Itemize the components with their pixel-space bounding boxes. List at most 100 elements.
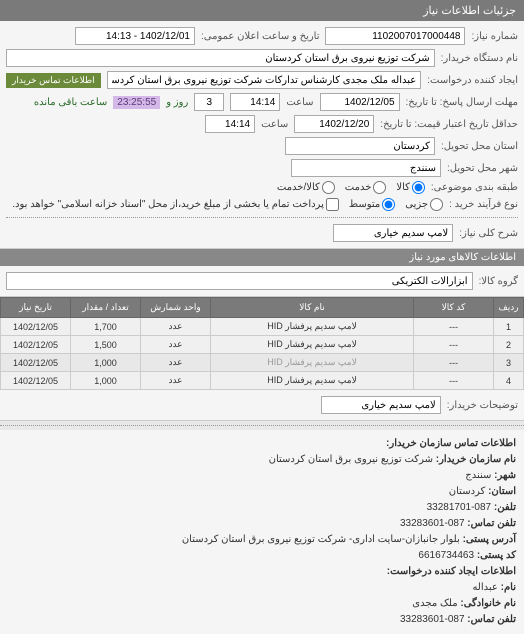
table-cell: 3	[494, 354, 524, 372]
creator-name-label: نام:	[501, 582, 516, 593]
col-row: ردیف	[494, 298, 524, 318]
table-row: 3---لامپ سدیم پرفشار HIDعدد1,0001402/12/…	[1, 354, 524, 372]
table-cell: 1	[494, 318, 524, 336]
contact-org: شرکت توزیع نیروی برق استان کردستان	[269, 454, 433, 465]
province-field[interactable]	[285, 137, 435, 155]
category-both[interactable]: کالا/خدمت	[277, 181, 335, 194]
contact-phone2-label: تلفن تماس:	[467, 518, 516, 529]
creator-phone: 087-33283601	[400, 614, 465, 625]
table-cell: ---	[414, 318, 494, 336]
process-medium[interactable]: متوسط	[349, 198, 395, 211]
desc-label: شرح کلی نیاز:	[459, 228, 518, 239]
table-row: 1---لامپ سدیم پرفشار HIDعدد1,7001402/12/…	[1, 318, 524, 336]
deadline-label: مهلت ارسال پاسخ: تا تاریخ:	[406, 97, 518, 108]
col-code: کد کالا	[414, 298, 494, 318]
creator-header: اطلاعات ایجاد کننده درخواست:	[387, 566, 516, 577]
contact-postal: 6616734463	[418, 550, 474, 561]
countdown-timer: 23:25:55	[113, 96, 160, 109]
category-service[interactable]: خدمت	[345, 181, 387, 194]
creator-surname-label: نام خانوادگی:	[460, 598, 516, 609]
table-cell: ---	[414, 336, 494, 354]
validity-label: حداقل تاریخ اعتبار قیمت: تا تاریخ:	[380, 119, 518, 130]
divider	[6, 217, 518, 218]
divider	[0, 425, 524, 426]
city-label: شهر محل تحویل:	[447, 163, 518, 174]
announce-label: تاریخ و ساعت اعلان عمومی:	[201, 31, 320, 42]
buyer-note-label: توضیحات خریدار:	[447, 400, 518, 411]
table-cell: 1,700	[71, 318, 141, 336]
table-cell: 1402/12/05	[1, 318, 71, 336]
group-field[interactable]	[6, 272, 473, 290]
table-cell: 4	[494, 372, 524, 390]
request-number-field[interactable]	[325, 27, 465, 45]
contact-city: سنندج	[465, 470, 491, 481]
process-label: نوع فرآیند خرید :	[449, 199, 518, 210]
table-cell: لامپ سدیم پرفشار HID	[211, 318, 414, 336]
process-small[interactable]: جزیی	[405, 198, 443, 211]
table-row: 2---لامپ سدیم پرفشار HIDعدد1,5001402/12/…	[1, 336, 524, 354]
requester-field[interactable]	[107, 71, 422, 89]
table-cell: لامپ سدیم پرفشار HID	[211, 372, 414, 390]
col-unit: واحد شمارش	[141, 298, 211, 318]
table-cell: لامپ سدیم پرفشار HID	[211, 336, 414, 354]
announce-field[interactable]	[75, 27, 195, 45]
table-cell: عدد	[141, 354, 211, 372]
contact-org-label: نام سازمان خریدار:	[436, 454, 516, 465]
desc-field[interactable]	[333, 224, 453, 242]
table-cell: عدد	[141, 336, 211, 354]
group-label: گروه کالا:	[479, 276, 518, 287]
contact-postal-label: کد پستی:	[477, 550, 516, 561]
creator-name: عبداله	[472, 582, 497, 593]
buyer-note-field[interactable]	[321, 396, 441, 414]
col-name: نام کالا	[211, 298, 414, 318]
contact-phone: 087-33281701	[427, 502, 492, 513]
deadline-date-field[interactable]	[320, 93, 400, 111]
validity-time-field[interactable]	[205, 115, 255, 133]
table-cell: 1,500	[71, 336, 141, 354]
contact-info-button[interactable]: اطلاعات تماس خریدار	[6, 73, 101, 88]
timer-label: ساعت باقی مانده	[34, 97, 107, 108]
category-goods[interactable]: کالا	[396, 181, 425, 194]
page-title: جزئیات اطلاعات نیاز	[423, 5, 516, 17]
contact-address: بلوار جانبازان-سایت اداری- شرکت توزیع نی…	[182, 534, 460, 545]
requester-label: ایجاد کننده درخواست:	[427, 75, 518, 86]
buyer-org-field[interactable]	[6, 49, 435, 67]
contact-phone2: 087-33283601	[400, 518, 465, 529]
items-header: اطلاعات کالاهای مورد نیاز	[0, 249, 524, 266]
table-cell: 1402/12/05	[1, 372, 71, 390]
province-label: استان محل تحویل:	[441, 141, 518, 152]
category-label: طبقه بندی موضوعی:	[431, 182, 518, 193]
table-cell: 1402/12/05	[1, 336, 71, 354]
days-remain-label: روز و	[166, 97, 188, 108]
deadline-time-field[interactable]	[230, 93, 280, 111]
contact-section: اطلاعات تماس سازمان خریدار: نام سازمان خ…	[0, 430, 524, 634]
process-radio-group: جزیی متوسط پرداخت تمام یا بخشی از مبلغ خ…	[12, 198, 443, 211]
contact-province: کردستان	[449, 486, 486, 497]
contact-province-label: استان:	[488, 486, 516, 497]
creator-surname: ملک مجدی	[412, 598, 457, 609]
deadline-time-label: ساعت	[286, 97, 313, 108]
buyer-org-label: نام دستگاه خریدار:	[441, 53, 518, 64]
contact-phone-label: تلفن:	[494, 502, 516, 513]
validity-date-field[interactable]	[294, 115, 374, 133]
col-date: تاریخ نیاز	[1, 298, 71, 318]
page-header: جزئیات اطلاعات نیاز	[0, 0, 524, 21]
table-row: 4---لامپ سدیم پرفشار HIDعدد1,0001402/12/…	[1, 372, 524, 390]
contact-address-label: آدرس پستی:	[463, 534, 516, 545]
contact-city-label: شهر:	[494, 470, 516, 481]
contact-header: اطلاعات تماس سازمان خریدار:	[386, 438, 516, 449]
table-cell: ---	[414, 354, 494, 372]
table-cell: ---	[414, 372, 494, 390]
items-table: ردیف کد کالا نام کالا واحد شمارش تعداد /…	[0, 297, 524, 390]
table-cell: عدد	[141, 318, 211, 336]
table-cell: 1,000	[71, 372, 141, 390]
table-cell: عدد	[141, 372, 211, 390]
table-cell: لامپ سدیم پرفشار HID	[211, 354, 414, 372]
table-cell: 1,000	[71, 354, 141, 372]
request-number-label: شماره نیاز:	[471, 31, 518, 42]
city-field[interactable]	[291, 159, 441, 177]
table-cell: 1402/12/05	[1, 354, 71, 372]
days-remain-field	[194, 93, 224, 111]
process-note: پرداخت تمام یا بخشی از مبلغ خرید،از محل …	[12, 198, 339, 211]
category-radio-group: کالا خدمت کالا/خدمت	[277, 181, 425, 194]
